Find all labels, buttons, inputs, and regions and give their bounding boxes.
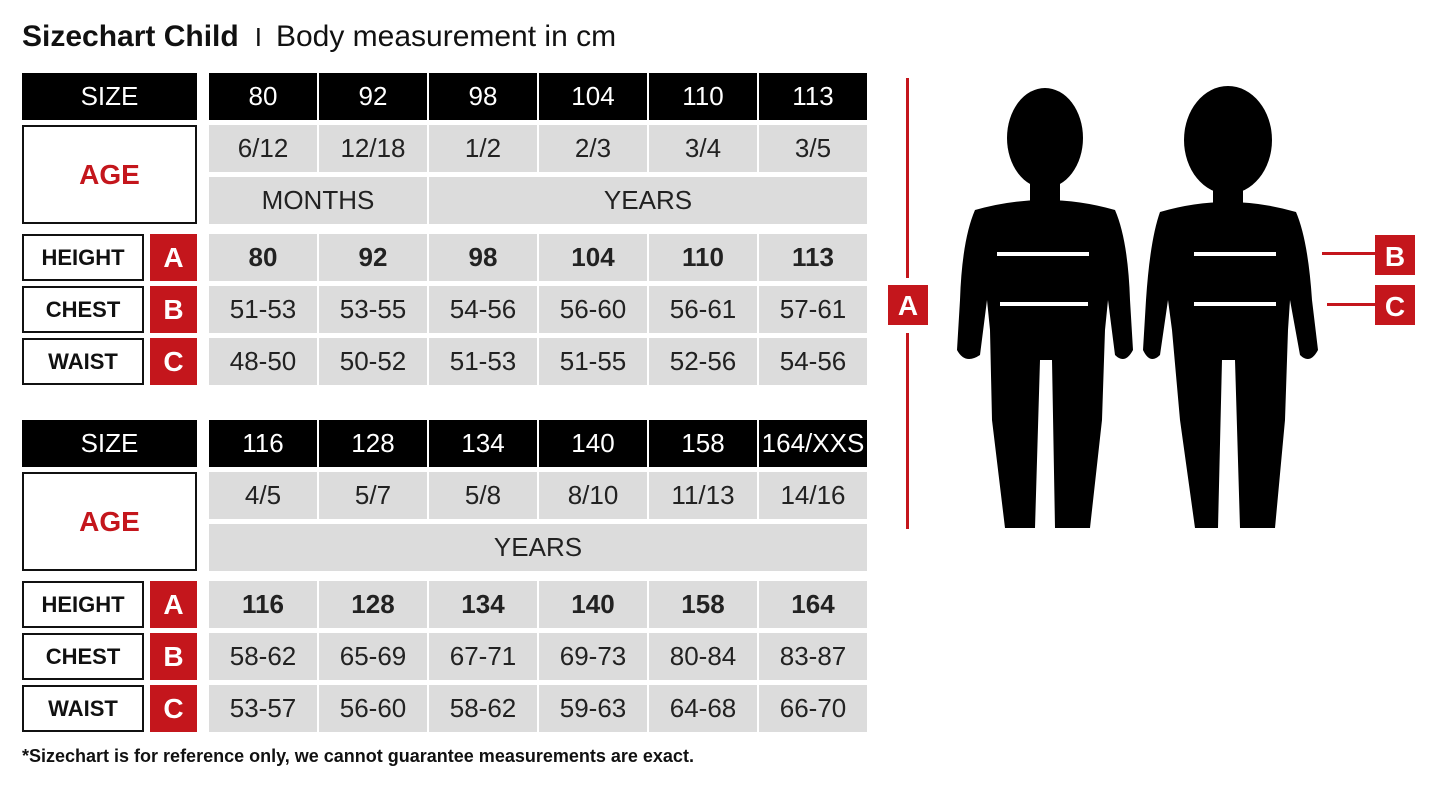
row-letter: B [150,633,197,680]
measurement-cell: 50-52 [319,338,427,385]
age-cell: 1/2 [429,125,537,172]
row-letter: A [150,234,197,281]
marker-b: B [1385,241,1405,272]
measurement-cell: 134 [429,581,537,628]
row-label-height: HEIGHT [22,234,144,281]
measurement-cell: 110 [649,234,757,281]
measurement-cell: 48-50 [209,338,317,385]
title-sub: Body measurement in cm [275,20,617,53]
title-separator: I [254,22,262,52]
size-header: 140 [539,420,647,467]
title-main: Sizechart Child [22,20,239,53]
row-label-waist: WAIST [22,338,144,385]
size-header: 110 [649,73,757,120]
measurement-cell: 140 [539,581,647,628]
age-unit: MONTHS [209,177,427,224]
measurement-cell: 52-56 [649,338,757,385]
size-header: 158 [649,420,757,467]
age-unit: YEARS [429,177,867,224]
measurement-cell: 53-57 [209,685,317,732]
age-cell: 11/13 [649,472,757,519]
measurement-cell: 92 [319,234,427,281]
size-header: 128 [319,420,427,467]
measurement-cell: 66-70 [759,685,867,732]
measurement-cell: 54-56 [759,338,867,385]
measurement-cell: 51-53 [429,338,537,385]
measurement-cell: 51-55 [539,338,647,385]
size-header: 164/XXS [759,420,867,467]
measurement-cell: 64-68 [649,685,757,732]
measurement-cell: 54-56 [429,286,537,333]
size-header: 113 [759,73,867,120]
marker-c: C [1385,291,1405,322]
size-header: 116 [209,420,317,467]
measurement-cell: 56-61 [649,286,757,333]
age-cell: 12/18 [319,125,427,172]
measurement-cell: 104 [539,234,647,281]
measurement-cell: 57-61 [759,286,867,333]
page-title: Sizechart Child I Body measurement in cm [22,20,616,54]
measurement-cell: 80 [209,234,317,281]
girl-silhouette [1143,86,1318,528]
age-cell: 3/4 [649,125,757,172]
row-label-chest: CHEST [22,633,144,680]
measurement-cell: 98 [429,234,537,281]
marker-a: A [898,290,918,321]
size-header: 98 [429,73,537,120]
age-cell: 3/5 [759,125,867,172]
measurement-cell: 113 [759,234,867,281]
measurement-cell: 59-63 [539,685,647,732]
age-cell: 8/10 [539,472,647,519]
row-label-height: HEIGHT [22,581,144,628]
footnote: *Sizechart is for reference only, we can… [22,746,694,766]
age-cell: 6/12 [209,125,317,172]
measurement-cell: 58-62 [209,633,317,680]
measurement-cell: 116 [209,581,317,628]
boy-silhouette [957,88,1133,528]
measurement-cell: 51-53 [209,286,317,333]
measurement-cell: 80-84 [649,633,757,680]
measurement-cell: 69-73 [539,633,647,680]
measurement-cell: 56-60 [539,286,647,333]
age-cell: 2/3 [539,125,647,172]
row-label-waist: WAIST [22,685,144,732]
measurement-cell: 128 [319,581,427,628]
age-cell: 5/7 [319,472,427,519]
height-line [888,78,928,529]
size-label: SIZE [22,420,197,467]
age-label: AGE [22,125,197,224]
row-letter: B [150,286,197,333]
row-letter: C [150,338,197,385]
age-cell: 5/8 [429,472,537,519]
measurement-cell: 58-62 [429,685,537,732]
measurement-cell: 53-55 [319,286,427,333]
size-label: SIZE [22,73,197,120]
measurement-cell: 83-87 [759,633,867,680]
size-header: 104 [539,73,647,120]
size-header: 92 [319,73,427,120]
measurement-cell: 158 [649,581,757,628]
row-label-chest: CHEST [22,286,144,333]
measurement-cell: 67-71 [429,633,537,680]
age-cell: 14/16 [759,472,867,519]
measurement-cell: 65-69 [319,633,427,680]
size-header: 134 [429,420,537,467]
size-header: 80 [209,73,317,120]
age-label: AGE [22,472,197,571]
measure-lines [997,252,1276,306]
measurement-cell: 164 [759,581,867,628]
measurement-cell: 56-60 [319,685,427,732]
row-letter: C [150,685,197,732]
age-unit: YEARS [209,524,867,571]
row-letter: A [150,581,197,628]
age-cell: 4/5 [209,472,317,519]
